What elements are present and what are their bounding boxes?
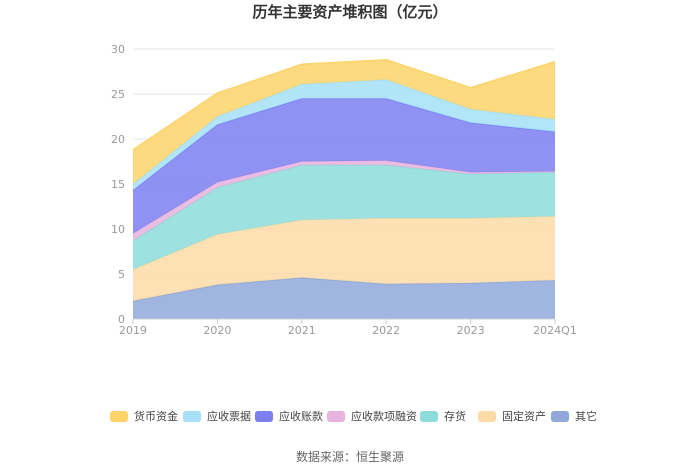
axes: 0 5 10 15 20 25 30 2019 2020 2021 2022 2023 2024Q1 (111, 43, 577, 337)
x-tick-label: 2019 (119, 324, 147, 337)
area-应收款项融资 (133, 160, 555, 241)
legend: 货币资金 应收票据 应收账款 应收款项融资 存货 固定资产 其它 (110, 409, 597, 423)
legend-swatch (183, 411, 201, 422)
area-应收票据 (133, 79, 555, 191)
area-固定资产 (133, 216, 555, 301)
legend-swatch (420, 411, 438, 422)
y-tick-label: 10 (111, 223, 125, 236)
legend-swatch (327, 411, 345, 422)
legend-swatch (255, 411, 273, 422)
x-tick-label: 2023 (457, 324, 485, 337)
legend-label: 应收票据 (207, 409, 251, 423)
area-应收账款 (133, 98, 555, 234)
line-货币资金 (132, 59, 556, 151)
area-货币资金 (133, 59, 555, 184)
legend-label: 固定资产 (502, 409, 546, 423)
legend-swatch (551, 411, 569, 422)
legend-label: 其它 (575, 409, 597, 423)
legend-label: 应收账款 (279, 409, 323, 423)
y-tick-label: 25 (111, 88, 125, 101)
y-tick-label: 30 (111, 43, 125, 56)
legend-label: 应收款项融资 (351, 409, 417, 423)
y-tick-label: 0 (118, 313, 125, 326)
x-tick-label: 2024Q1 (533, 324, 577, 337)
chart-title: 历年主要资产堆积图（亿元） (252, 3, 447, 21)
x-tick-label: 2021 (288, 324, 316, 337)
legend-swatch (110, 411, 128, 422)
legend-label: 货币资金 (134, 409, 178, 423)
legend-label: 存货 (444, 409, 466, 423)
area-series (132, 59, 556, 319)
area-存货 (133, 165, 555, 270)
data-source: 数据来源：恒生聚源 (296, 449, 404, 464)
legend-swatch (478, 411, 496, 422)
y-tick-label: 5 (118, 268, 125, 281)
x-tick-label: 2022 (372, 324, 400, 337)
y-tick-label: 20 (111, 133, 125, 146)
area-其它 (133, 277, 555, 319)
x-tick-label: 2020 (203, 324, 231, 337)
y-tick-label: 15 (111, 178, 125, 191)
